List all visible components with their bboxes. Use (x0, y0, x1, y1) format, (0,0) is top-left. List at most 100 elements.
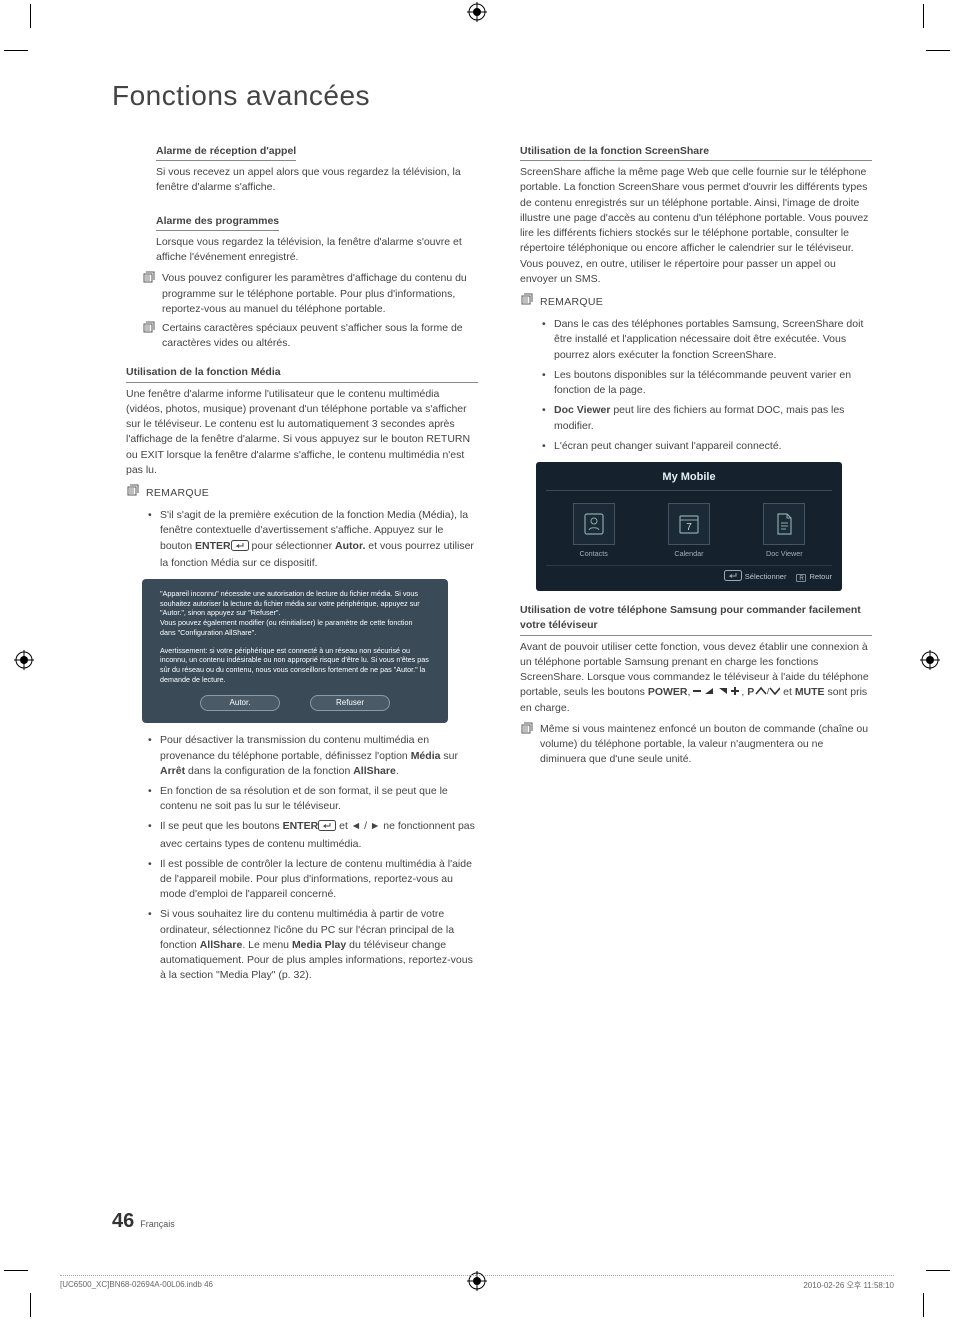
note-icon (520, 293, 534, 312)
note-icon (520, 722, 534, 768)
text: et (780, 686, 795, 698)
page-number-row: 46 Français (112, 1210, 175, 1233)
text: AllShare (353, 765, 396, 777)
para: Lorsque vous regardez la télévision, la … (156, 235, 478, 265)
dialog-buttons: Autor. Refuser (160, 695, 430, 712)
registration-mark-icon (920, 650, 940, 670)
page-title: Fonctions avancées (112, 80, 872, 112)
text: AllShare (200, 939, 243, 951)
text: Autor. (335, 540, 365, 552)
heading-samsung-phone-control: Utilisation de votre téléphone Samsung p… (520, 603, 872, 635)
mymobile-label: Doc Viewer (766, 549, 803, 559)
page-language: Français (140, 1219, 175, 1229)
remark-label: REMARQUE (146, 486, 209, 501)
registration-mark-icon (467, 2, 487, 22)
text: Sélectionner (745, 572, 787, 583)
text: MUTE (795, 686, 825, 698)
permission-dialog: "Appareil inconnu" nécessite une autoris… (142, 579, 448, 723)
enter-icon (231, 540, 249, 556)
text: POWER (648, 686, 688, 698)
right-column: Utilisation de la fonction ScreenShare S… (506, 132, 872, 984)
note-item: Vous pouvez configurer les paramètres d'… (142, 271, 478, 317)
dialog-text: Avertissement: si votre périphérique est… (160, 646, 430, 685)
crop-mark (926, 50, 950, 51)
note-icon (142, 321, 156, 351)
text: Média (411, 750, 441, 762)
bullet-list: S'il s'agit de la première exécution de … (148, 508, 478, 571)
note-text: Vous pouvez configurer les paramètres d'… (162, 271, 478, 317)
note-text: Certains caractères spéciaux peuvent s'a… (162, 321, 478, 351)
text: ENTER (195, 540, 231, 552)
mymobile-label: Contacts (579, 549, 607, 559)
calendar-icon: 7 (668, 503, 710, 545)
svg-text:/: / (767, 687, 770, 696)
note-item: Même si vous maintenez enfoncé un bouton… (520, 722, 872, 768)
mymobile-item-docviewer[interactable]: Doc Viewer (749, 503, 819, 559)
text: Media Play (292, 939, 346, 951)
list-item: L'écran peut changer suivant l'appareil … (542, 439, 872, 454)
list-item: Les boutons disponibles sur la télécomma… (542, 368, 872, 398)
text: sur (440, 750, 458, 762)
return-button[interactable]: R Retour (796, 570, 832, 585)
return-key-icon: R (796, 574, 806, 582)
text: Pour désactiver la transmission du conte… (160, 734, 429, 761)
bullet-list: Pour désactiver la transmission du conte… (148, 733, 478, 983)
para: Avant de pouvoir utiliser cette fonction… (520, 640, 872, 716)
mymobile-item-calendar[interactable]: 7 Calendar (654, 503, 724, 559)
crop-mark (926, 1270, 950, 1271)
list-item: Pour désactiver la transmission du conte… (148, 733, 478, 779)
text: Doc Viewer (554, 404, 610, 416)
volume-icons (693, 686, 741, 696)
remark-heading: REMARQUE (520, 293, 872, 312)
text: dans la configuration de la fonction (185, 765, 353, 777)
list-item: Il est possible de contrôler la lecture … (148, 857, 478, 903)
enter-icon (724, 570, 742, 585)
deny-button[interactable]: Refuser (310, 695, 390, 712)
print-footer: [UC6500_XC]BN68-02694A-00L06.indb 46 201… (60, 1275, 894, 1291)
text: ENTER (283, 820, 319, 832)
two-column-layout: Alarme de réception d'appel Si vous rece… (112, 132, 872, 984)
footer-left: [UC6500_XC]BN68-02694A-00L06.indb 46 (60, 1280, 213, 1291)
text: pour sélectionner (249, 540, 335, 552)
crop-mark (923, 4, 924, 28)
crop-mark (30, 1293, 31, 1317)
heading-program-alarm: Alarme des programmes (156, 214, 279, 231)
list-item: Il se peut que les boutons ENTER et ◄ / … (148, 819, 478, 851)
heading-screenshare: Utilisation de la fonction ScreenShare (520, 144, 872, 161)
page-content: Fonctions avancées Alarme de réception d… (112, 80, 872, 984)
text: P (747, 686, 754, 698)
mymobile-widget: My Mobile Contacts 7 Calendar (536, 462, 842, 591)
allow-button[interactable]: Autor. (200, 695, 280, 712)
note-text: Même si vous maintenez enfoncé un bouton… (540, 722, 872, 768)
crop-mark (30, 4, 31, 28)
page-number: 46 (112, 1210, 134, 1233)
list-item: Si vous souhaitez lire du contenu multim… (148, 907, 478, 983)
mymobile-label: Calendar (674, 549, 703, 559)
text: . (396, 765, 399, 777)
left-column: Alarme de réception d'appel Si vous rece… (112, 132, 478, 984)
remark-heading: REMARQUE (126, 484, 478, 503)
para: ScreenShare affiche la même page Web que… (520, 165, 872, 287)
crop-mark (4, 1270, 28, 1271)
heading-media-function: Utilisation de la fonction Média (126, 365, 478, 382)
text: Arrêt (160, 765, 185, 777)
select-button[interactable]: Sélectionner (724, 570, 787, 585)
list-item: Doc Viewer peut lire des fichiers au for… (542, 403, 872, 433)
heading-call-alarm: Alarme de réception d'appel (156, 144, 296, 161)
mymobile-item-contacts[interactable]: Contacts (559, 503, 629, 559)
text: Il se peut que les boutons (160, 820, 283, 832)
remark-label: REMARQUE (540, 295, 603, 310)
dialog-text: Vous pouvez également modifier (ou réini… (160, 618, 430, 637)
mymobile-footer: Sélectionner R Retour (546, 565, 832, 585)
note-icon (142, 271, 156, 317)
bullet-list: Dans le cas des téléphones portables Sam… (542, 317, 872, 454)
doc-icon (763, 503, 805, 545)
list-item: S'il s'agit de la première exécution de … (148, 508, 478, 571)
text: Retour (809, 572, 832, 583)
crop-mark (923, 1293, 924, 1317)
list-item: Dans le cas des téléphones portables Sam… (542, 317, 872, 363)
text: . Le menu (242, 939, 292, 951)
mymobile-items: Contacts 7 Calendar Doc Viewer (546, 497, 832, 565)
contacts-icon (573, 503, 615, 545)
list-item: En fonction de sa résolution et de son f… (148, 784, 478, 814)
